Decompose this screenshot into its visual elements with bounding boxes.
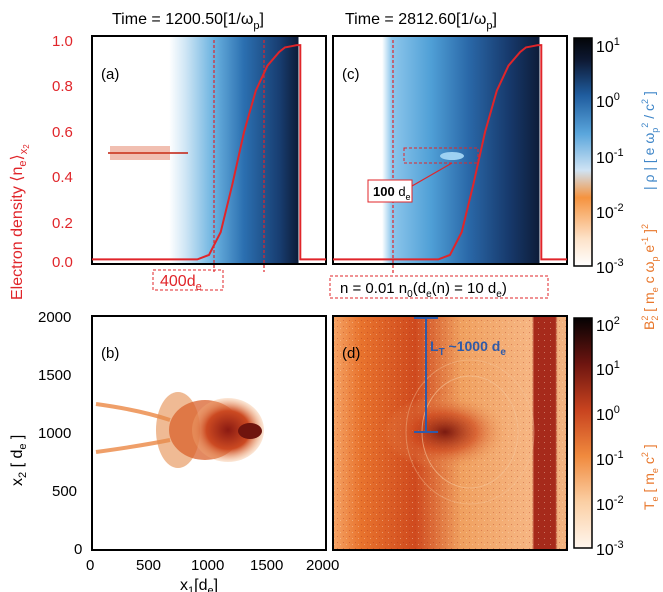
panel-a-background bbox=[91, 35, 327, 265]
panel-c-bubble bbox=[440, 152, 464, 160]
colorbar-bottom: 102 101 100 10-1 10-2 10-3 Te [ me c2 ] bbox=[573, 315, 660, 559]
ytick-label: 1000 bbox=[38, 425, 71, 442]
density-axis-label: Electron density ⟨ne⟩x2 bbox=[9, 144, 31, 300]
colorbar-b-label: B22 [ me c ωp e-1 ]2 bbox=[640, 224, 660, 330]
panel-d: LT ~1000 de (d) bbox=[332, 315, 568, 551]
colorbar-bottom-bar bbox=[573, 317, 593, 549]
ytick-label: 1500 bbox=[38, 367, 71, 384]
xtick-label: 2000 bbox=[306, 557, 339, 574]
xtick-label: 500 bbox=[136, 557, 161, 574]
cb-bot-tick: 100 bbox=[596, 404, 620, 424]
ytick-label: 0.8 bbox=[52, 78, 73, 95]
ytick-label: 0 bbox=[74, 541, 82, 558]
colorbar-top-bar bbox=[573, 37, 593, 267]
panel-c-pointer bbox=[411, 162, 453, 187]
ytick-label: 500 bbox=[52, 483, 77, 500]
box-400de bbox=[152, 269, 224, 291]
box-100de-label: 100 de bbox=[373, 184, 411, 202]
box-100de bbox=[367, 179, 413, 203]
ytick-label: 0.0 bbox=[52, 254, 73, 271]
cb-top-tick: 101 bbox=[596, 36, 620, 56]
colorbar-rho-label: | ρ | [ e ωp2 / c2 ] bbox=[640, 91, 660, 190]
lt-scale-bar bbox=[414, 317, 438, 433]
cb-top-tick: 10-1 bbox=[596, 147, 624, 167]
cb-top-tick: 10-2 bbox=[596, 202, 624, 222]
ytick-label: 0.4 bbox=[52, 169, 73, 186]
colorbar-te-label: Te [ me c2 ] bbox=[640, 444, 660, 510]
panel-a-oscillation bbox=[108, 146, 188, 160]
cb-bot-tick: 10-1 bbox=[596, 449, 624, 469]
panel-a-title: Time = 1200.50[1/ωp] bbox=[112, 11, 264, 32]
box-n-density-label: n = 0.01 n0(de(n) = 10 de) bbox=[340, 280, 507, 300]
panel-c-title: Time = 2812.60[1/ωp] bbox=[345, 11, 497, 32]
panel-a-density-line bbox=[92, 44, 326, 261]
xtick-label: 1500 bbox=[250, 557, 283, 574]
colorbar-top: 101 100 10-1 10-2 10-3 | ρ | [ e ωp2 / c… bbox=[573, 36, 660, 330]
cb-bot-tick: 101 bbox=[596, 359, 620, 379]
cb-bot-tick: 10-2 bbox=[596, 494, 624, 514]
cb-top-tick: 10-3 bbox=[596, 257, 624, 277]
panel-b: (b) 2000 1500 1000 500 0 0 500 1000 1500… bbox=[9, 309, 339, 592]
panel-b-label: (b) bbox=[101, 345, 119, 362]
ytick-label: 0.6 bbox=[52, 124, 73, 141]
box-400de-label: 400de bbox=[160, 273, 202, 293]
ytick-label: 1.0 bbox=[52, 33, 73, 50]
ytick-label: 0.2 bbox=[52, 215, 73, 232]
cb-bot-tick: 10-3 bbox=[596, 539, 624, 559]
x2-axis-label: x2 [ de ] bbox=[9, 435, 29, 486]
panel-c: 100 de n = 0.01 n0(de(n) = 10 de) (c) Ti… bbox=[329, 11, 568, 300]
panel-a-label: (a) bbox=[101, 66, 119, 83]
cb-top-tick: 100 bbox=[596, 91, 620, 111]
xtick-label: 0 bbox=[86, 557, 94, 574]
lt-label: LT ~1000 de bbox=[430, 338, 506, 358]
panel-d-core bbox=[383, 394, 507, 470]
panel-a: 400de (a) Time = 1200.50[1/ωp] 1.0 0.8 0… bbox=[9, 11, 327, 300]
panel-c-background bbox=[332, 35, 568, 265]
xtick-label: 1000 bbox=[191, 557, 224, 574]
panel-b-plasma bbox=[95, 392, 264, 468]
panel-c-density-line bbox=[333, 44, 567, 261]
cb-bot-tick: 102 bbox=[596, 315, 620, 335]
panel-b-background bbox=[91, 315, 327, 551]
panel-d-label: (d) bbox=[342, 345, 360, 362]
panel-c-label: (c) bbox=[342, 66, 360, 83]
panel-c-focus-box bbox=[403, 147, 479, 164]
ytick-label: 2000 bbox=[38, 309, 71, 326]
x1-axis-label: x1[de] bbox=[180, 577, 218, 592]
panel-a-yticks: 1.0 0.8 0.6 0.4 0.2 0.0 bbox=[52, 33, 73, 271]
